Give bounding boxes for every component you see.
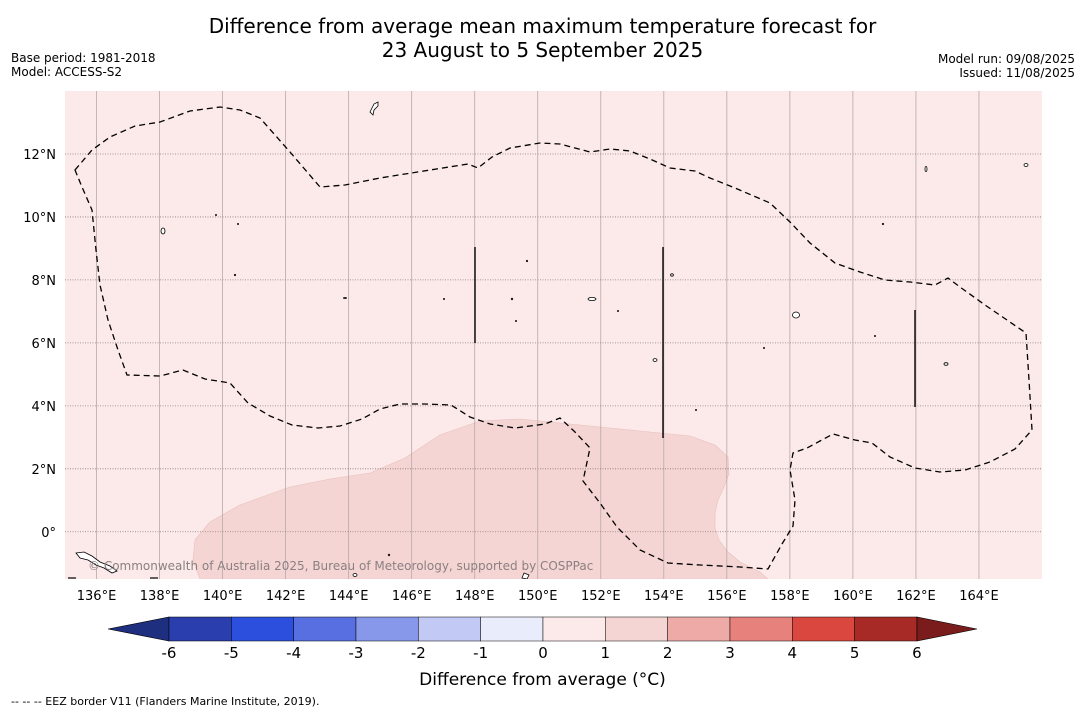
island: [874, 334, 877, 337]
colorbar-tick-label: -1: [473, 644, 488, 662]
meta-left: Base period: 1981-2018 Model: ACCESS-S2: [11, 51, 156, 79]
island: [442, 297, 445, 300]
colorbar-bin: [792, 616, 855, 642]
lon-tick-label: 152°E: [581, 589, 621, 604]
lon-tick-label: 160°E: [833, 589, 873, 604]
lon-tick-label: 142°E: [266, 589, 306, 604]
lat-tick-label: 12°N: [23, 148, 56, 163]
colorbar-tick-label: 4: [788, 644, 798, 662]
lat-tick-label: 0°: [41, 526, 56, 541]
colorbar-bin: [293, 616, 357, 642]
colorbar-bin: [231, 616, 294, 642]
colorbar-tick-label: 6: [912, 644, 922, 662]
lon-tick-label: 138°E: [140, 589, 180, 604]
map-title-line1: Difference from average mean maximum tem…: [208, 14, 877, 38]
island: [1023, 163, 1029, 167]
island: [343, 296, 347, 299]
island: [352, 573, 358, 577]
colorbar-bin: [168, 616, 232, 642]
colorbar-tick-label: -6: [162, 644, 177, 662]
lon-tick-label: 156°E: [707, 589, 747, 604]
model-text: Model: ACCESS-S2: [11, 65, 123, 79]
island: [525, 259, 529, 263]
eez-border: [74, 106, 1033, 570]
meta-right: Model run: 09/08/2025 Issued: 11/08/2025: [938, 52, 1075, 80]
colorbar-tick-label: -3: [349, 644, 364, 662]
colorbar-bin: [854, 616, 918, 642]
colorbar-extend-low: [107, 616, 170, 642]
lon-tick-label: 146°E: [392, 589, 432, 604]
island: [924, 166, 928, 172]
anomaly-region-1-to-2: [192, 418, 769, 579]
island: [943, 362, 949, 366]
eez-footnote: -- -- -- EEZ border V11 (Flanders Marine…: [11, 695, 320, 708]
island: [515, 319, 518, 322]
island: [763, 346, 766, 349]
lon-tick-label: 154°E: [644, 589, 684, 604]
lon-tick-label: 158°E: [770, 589, 810, 604]
colorbar-tick-label: -4: [286, 644, 301, 662]
island: [236, 222, 239, 225]
colorbar-bin: [418, 616, 481, 642]
colorbar-tick-label: 5: [850, 644, 860, 662]
lon-tick-label: 150°E: [518, 589, 558, 604]
island: [387, 553, 391, 557]
lat-tick-label: 6°N: [32, 337, 57, 352]
island: [881, 222, 885, 226]
island: [652, 358, 658, 362]
colorbar-tick-label: -5: [224, 644, 239, 662]
guam-island: [369, 101, 379, 116]
copyright-text: © Commonwealth of Australia 2025, Bureau…: [88, 559, 593, 573]
colorbar-bin: [355, 616, 419, 642]
lat-tick-label: 10°N: [23, 211, 56, 226]
lon-tick-label: 162°E: [896, 589, 936, 604]
model-run-text: Model run: 09/08/2025: [937, 52, 1075, 66]
colorbar-tick-label: 3: [725, 644, 735, 662]
map-title: Difference from average mean maximum tem…: [0, 14, 1085, 62]
lon-tick-label: 144°E: [329, 589, 369, 604]
lat-tick-label: 8°N: [32, 274, 57, 289]
island: [510, 297, 514, 301]
colorbar-tick-label: -2: [411, 644, 426, 662]
lon-tick-label: 140°E: [203, 589, 243, 604]
island: [214, 213, 217, 216]
island: [670, 273, 674, 277]
colorbar-tick-label: 1: [601, 644, 611, 662]
island: [160, 227, 166, 235]
coastline-fragment: [521, 572, 530, 579]
lat-tick-label: 2°N: [32, 463, 57, 478]
island: [792, 311, 800, 319]
island: [587, 296, 597, 301]
colorbar: -6 -5 -4 -3 -2 -1 0 1 2 3 4 5 6: [107, 616, 978, 662]
island: [233, 273, 237, 277]
map-title-line2: 23 August to 5 September 2025: [381, 38, 704, 62]
colorbar-bin: [480, 616, 544, 642]
colorbar-bin: [542, 616, 606, 642]
colorbar-bin: [605, 616, 668, 642]
issued-text: Issued: 11/08/2025: [959, 66, 1075, 80]
colorbar-label: Difference from average (°C): [419, 670, 666, 690]
base-period-text: Base period: 1981-2018: [11, 51, 156, 65]
lat-tick-label: 4°N: [32, 400, 57, 415]
lon-tick-label: 148°E: [455, 589, 495, 604]
colorbar-tick-label: 0: [538, 644, 548, 662]
island: [617, 309, 620, 312]
island: [695, 408, 698, 411]
coastline-fragment: [75, 551, 118, 574]
colorbar-bin: [667, 616, 731, 642]
colorbar-bin: [729, 616, 793, 642]
colorbar-extend-high: [916, 616, 978, 642]
lon-tick-label: 164°E: [959, 589, 999, 604]
map-layer: © Commonwealth of Australia 2025, Bureau…: [23, 91, 1042, 604]
colorbar-tick-label: 2: [663, 644, 673, 662]
lon-tick-label: 136°E: [77, 589, 117, 604]
